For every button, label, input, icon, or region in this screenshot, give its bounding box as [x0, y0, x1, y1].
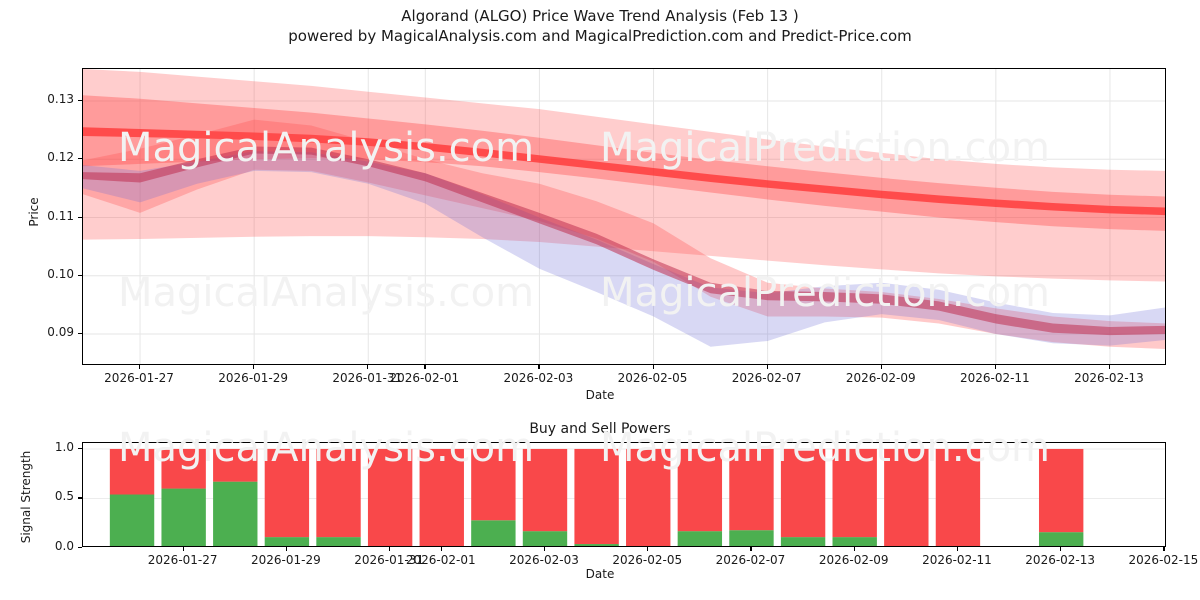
signal-x-tick-label: 2026-01-29 [251, 553, 321, 567]
buy-sell-bars-svg [83, 448, 1165, 546]
signal-chart-title: Buy and Sell Powers [529, 421, 671, 437]
signal-x-tick-mark [853, 547, 855, 551]
signal-y-tick-label: 1.0 [54, 439, 74, 454]
price-x-axis-label: Date [585, 388, 615, 402]
signal-x-tick-label: 2026-02-05 [612, 553, 683, 567]
signal-x-tick-mark [182, 547, 184, 551]
price-y-tick-label: 0.09 [47, 324, 74, 339]
price-plot-area [82, 68, 1166, 365]
signal-x-tick-label: 2026-02-03 [509, 553, 579, 567]
price-chart-panel: Price Date 0.09 0.10 0.11 0.12 0.13 2026-01-2… [27, 68, 1166, 402]
signal-x-tick-mark [440, 547, 442, 551]
price-x-tick-label: 2026-01-31 [332, 371, 403, 385]
signal-plot-area [82, 442, 1166, 547]
price-y-tick-label: 0.13 [47, 92, 74, 107]
price-x-tick-mark [994, 365, 997, 369]
price-x-tick-label: 2026-02-05 [617, 371, 688, 385]
price-x-tick-mark [139, 365, 141, 369]
price-x-tick-label: 2026-02-01 [389, 371, 460, 385]
price-y-tick-mark [78, 158, 82, 160]
price-y-tick-mark [78, 274, 82, 276]
signal-x-tick-label: 2026-02-13 [1025, 553, 1096, 567]
price-x-tick-mark [766, 365, 768, 369]
signal-x-axis-label: Date [585, 567, 615, 581]
price-y-tick-mark [78, 332, 82, 335]
signal-x-tick-mark [389, 547, 391, 551]
signal-x-tick-label: 2026-02-11 [922, 553, 992, 567]
signal-x-tick-mark [285, 547, 288, 551]
signal-y-tick-label: 0.0 [54, 539, 74, 553]
page-title: Algorand (ALGO) Price Wave Trend Analysi… [401, 7, 799, 25]
signal-chart-panel: Buy and Sell Powers Signal Strength Date… [0, 400, 1200, 600]
price-x-tick-mark [253, 365, 255, 369]
price-x-tick-mark [424, 365, 426, 369]
price-y-tick-mark [78, 216, 82, 218]
price-wave-svg [83, 69, 1165, 364]
price-y-tick-label: 0.11 [47, 208, 74, 223]
signal-x-tick-label: 2026-02-07 [715, 553, 786, 567]
signal-x-tick-mark [543, 547, 546, 551]
price-x-tick-mark [880, 365, 882, 369]
price-x-tick-label: 2026-02-03 [503, 371, 574, 385]
price-x-tick-label: 2026-02-09 [845, 371, 916, 385]
price-x-tick-mark [538, 365, 540, 369]
price-x-tick-label: 2026-01-29 [218, 371, 289, 385]
signal-x-tick-label: 2026-02-15 [1128, 553, 1199, 567]
signal-x-tick-mark [647, 547, 649, 551]
price-x-tick-mark [367, 365, 369, 369]
signal-y-tick-label: 0.5 [54, 489, 74, 504]
price-y-tick-mark [78, 100, 82, 102]
price-x-tick-label: 2026-02-07 [731, 371, 802, 385]
signal-x-tick-label: 2026-01-31 [354, 553, 424, 567]
page-subtitle: powered by MagicalAnalysis.com and Magic… [288, 27, 912, 45]
signal-x-tick-mark [1163, 547, 1165, 551]
signal-y-tick-mark [78, 447, 82, 450]
price-x-tick-label: 2026-02-13 [1074, 371, 1144, 385]
signal-x-tick-label: 2026-02-09 [818, 553, 889, 567]
price-x-tick-mark [1108, 365, 1111, 369]
price-y-tick-label: 0.10 [47, 266, 74, 281]
price-y-tick-label: 0.12 [47, 150, 74, 165]
signal-x-tick-mark [1060, 547, 1062, 551]
signal-y-tick-mark [78, 547, 82, 549]
page-title-block: Algorand (ALGO) Price Wave Trend Analysi… [0, 6, 1200, 46]
price-x-tick-label: 2026-01-27 [104, 371, 174, 385]
signal-x-tick-label: 2026-01-27 [147, 553, 218, 567]
price-x-tick-mark [652, 365, 654, 369]
signal-x-tick-label: 2026-02-01 [405, 553, 476, 567]
price-x-tick-label: 2026-02-11 [959, 371, 1030, 385]
signal-x-tick-mark [956, 547, 959, 551]
signal-y-tick-mark [78, 497, 82, 499]
signal-x-tick-mark [750, 547, 752, 551]
